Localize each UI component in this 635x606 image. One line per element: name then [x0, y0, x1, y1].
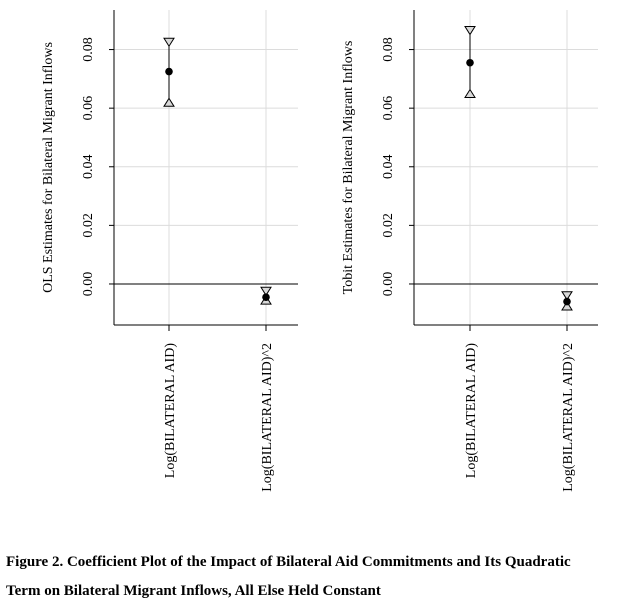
ci-lower-marker-1: [561, 301, 573, 311]
x-tick-label-1: Log(BILATERAL AID)^2: [561, 343, 576, 492]
estimate-point-1: [262, 293, 270, 301]
y-tick-label-1: 0.02: [81, 213, 96, 238]
y-tick-label-3: 0.06: [81, 96, 96, 121]
ci-upper-marker-1: [260, 286, 272, 297]
y-tick-label-3: 0.06: [381, 96, 396, 121]
ci-lower-marker-0: [163, 97, 175, 107]
chart-panel-1: 0.00 0.02 0.04 0.06 0.08 OLS Estimates for Bi…: [41, 10, 298, 492]
x-tick-label-0: Log(BILATERAL AID): [163, 343, 178, 479]
ci-upper-marker-1: [561, 291, 573, 301]
ci-lower-marker-0: [464, 88, 476, 99]
estimate-point-0: [466, 58, 474, 67]
ci-upper-marker-0: [464, 26, 476, 36]
estimate-point-0: [165, 67, 173, 76]
y-tick-label-4: 0.08: [381, 37, 396, 62]
y-axis-title: Tobit Estimates for Bilateral Migrant In…: [341, 41, 356, 295]
y-tick-label-0: 0.00: [81, 272, 96, 297]
y-tick-label-2: 0.04: [381, 155, 396, 180]
y-axis-title: OLS Estimates for Bilateral Migrant Infl…: [41, 42, 56, 293]
y-tick-label-1: 0.02: [381, 213, 396, 238]
x-tick-label-1: Log(BILATERAL AID)^2: [260, 343, 275, 492]
chart-panel-2: 0.00 0.02 0.04 0.06 0.08 Tobit Estimates for …: [341, 10, 598, 492]
caption-line-2: Term on Bilateral Migrant Inflows, All E…: [6, 583, 381, 599]
figure-caption: Figure 2. Coefficient Plot of the Impact…: [6, 548, 631, 606]
ci-upper-marker-0: [163, 37, 175, 48]
y-tick-label-0: 0.00: [381, 272, 396, 297]
y-tick-label-2: 0.04: [81, 155, 96, 180]
estimate-point-1: [563, 297, 571, 306]
coefficient-plot-figure: 0.00 0.02 0.04 0.06 0.08 OLS Estimates for Bi…: [41, 10, 598, 492]
x-tick-label-0: Log(BILATERAL AID): [464, 343, 479, 479]
y-tick-label-4: 0.08: [81, 37, 96, 62]
caption-line-1: Figure 2. Coefficient Plot of the Impact…: [6, 554, 571, 570]
